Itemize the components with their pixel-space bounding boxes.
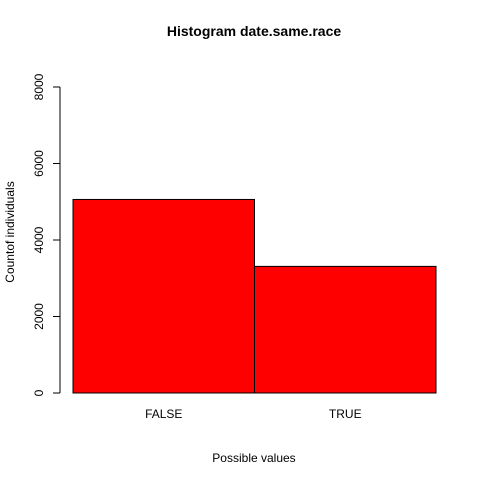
x-tick-label-true: TRUE [329, 407, 362, 421]
x-axis-labels: FALSE TRUE [145, 407, 362, 421]
y-tick-label: 0 [32, 389, 46, 396]
y-axis-ticks: 0 2000 4000 6000 8000 [32, 73, 60, 396]
chart-title: Histogram date.same.race [167, 23, 342, 39]
y-tick-label: 8000 [32, 73, 46, 100]
x-axis-label: Possible values [212, 451, 295, 465]
bar-false [72, 198, 255, 394]
y-tick-label: 4000 [32, 226, 46, 253]
x-tick-label-false: FALSE [145, 407, 182, 421]
bars-group [72, 198, 437, 394]
y-axis-label: Countof individuals [3, 181, 17, 282]
y-tick-label: 6000 [32, 150, 46, 177]
bar-true [254, 265, 437, 394]
y-tick-label: 2000 [32, 303, 46, 330]
